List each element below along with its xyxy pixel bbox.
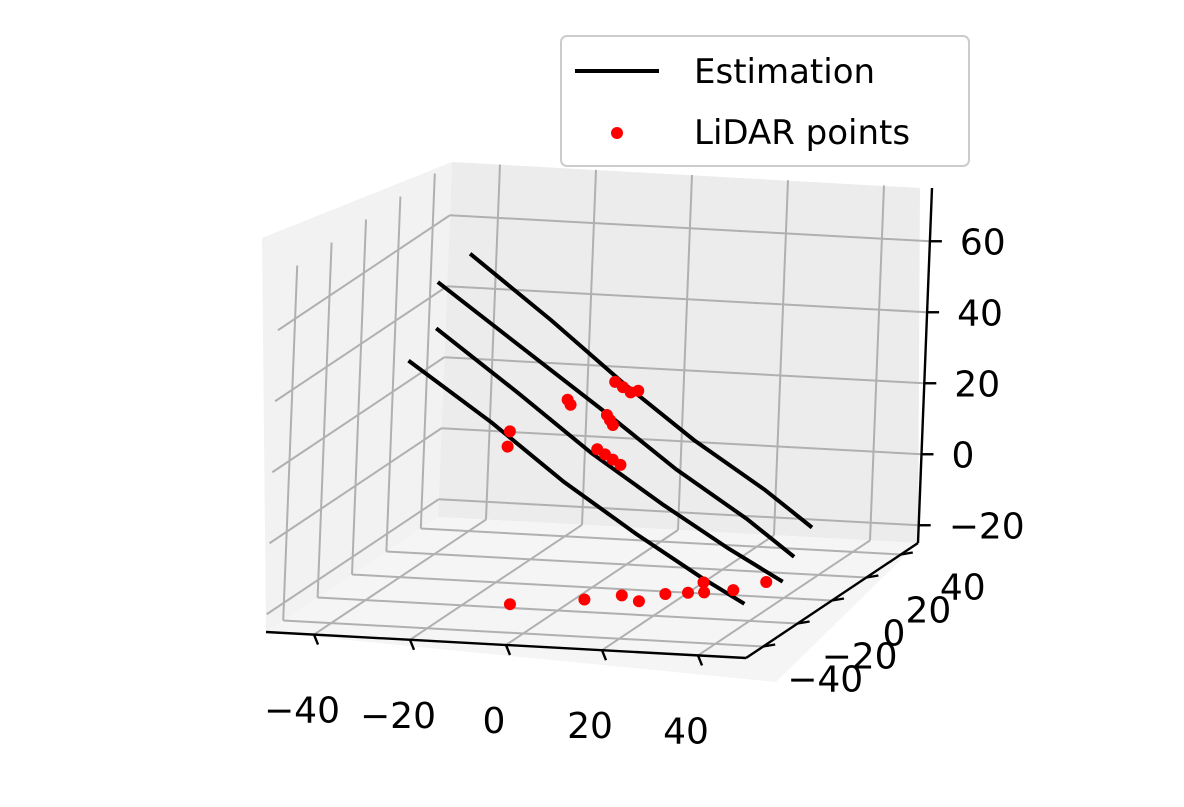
lidar-point	[501, 440, 514, 453]
lidar-point-floor	[682, 586, 694, 599]
lidar-point-floor	[659, 587, 672, 600]
x-tick-label: −20	[360, 696, 436, 737]
lidar-points	[501, 375, 773, 611]
lidar-point	[614, 458, 627, 471]
pane-left	[262, 162, 452, 632]
gridline-z-back	[449, 214, 930, 243]
lidar-point	[606, 418, 619, 431]
gridlines	[266, 164, 930, 657]
lidar-point-floor	[760, 576, 773, 589]
lidar-point	[503, 425, 516, 438]
x-tick	[696, 654, 704, 666]
z-tick-label: −20	[949, 506, 1025, 547]
gridline-y-left	[351, 219, 367, 575]
lidar-point	[632, 384, 645, 397]
estimation-line	[436, 280, 796, 559]
gridline-y-floor	[283, 619, 764, 648]
gridline-y-left	[316, 242, 333, 598]
legend-label-estimation: Estimation	[694, 52, 875, 92]
gridline-y-left	[419, 173, 436, 529]
x-tick-label: 40	[663, 711, 709, 752]
x-tick	[504, 644, 512, 656]
y-tick-label: −40	[787, 660, 863, 701]
legend: Estimation LiDAR points	[560, 35, 970, 167]
y-tick	[763, 643, 776, 648]
legend-frame	[560, 35, 970, 167]
gridline-y-floor	[351, 573, 833, 602]
y-tick-label: 40	[940, 568, 986, 609]
x-tick-label: −40	[264, 691, 340, 732]
gridline-z-back	[447, 285, 928, 314]
z-tick-label: 20	[954, 364, 1000, 405]
x-tick-label: 0	[483, 701, 506, 742]
z-tick-label: 40	[957, 293, 1003, 334]
gridline-y-left	[385, 196, 402, 552]
lidar-point-floor	[727, 584, 740, 597]
z-axis-line	[916, 187, 934, 544]
y-tick	[900, 551, 913, 556]
axis-ticks	[312, 240, 942, 666]
lidar-point-floor	[615, 589, 628, 602]
gridline-y-left	[282, 265, 299, 621]
gridline-x-back	[485, 164, 501, 520]
gridline-y-floor	[420, 527, 901, 556]
lidar-point-floor	[632, 595, 645, 608]
y-tick	[797, 620, 810, 625]
y-tick-label: 20	[905, 591, 951, 632]
gridline-z-left	[268, 427, 443, 545]
gridline-x-back	[869, 185, 885, 541]
x-tick-label: 20	[567, 706, 613, 747]
gridline-x-back	[581, 169, 597, 525]
y-tick-label: 0	[883, 614, 906, 655]
estimation-line	[468, 252, 814, 530]
y-tick-label: −20	[822, 637, 898, 678]
gridline-z-left	[274, 285, 448, 403]
y-tick	[866, 574, 879, 579]
x-tick	[408, 639, 416, 651]
gridline-x-back	[773, 180, 789, 536]
x-tick	[312, 634, 320, 646]
lidar-point-floor	[578, 593, 591, 606]
gridline-z-back	[441, 427, 922, 456]
estimation-line	[434, 326, 784, 584]
gridline-z-left	[266, 498, 440, 616]
lidar-point-floor	[503, 598, 516, 611]
lidar-point-floor	[697, 576, 710, 589]
legend-marker-swatch	[611, 127, 623, 139]
gridline-z-left	[271, 356, 445, 474]
gridline-y-floor	[317, 596, 798, 625]
gridline-y-floor	[386, 550, 867, 579]
z-tick-label: 0	[952, 435, 975, 476]
lidar-point-floor	[698, 586, 711, 599]
x-tick	[600, 649, 608, 661]
z-tick-label: 60	[960, 222, 1006, 263]
gridline-z-back	[438, 498, 919, 527]
lidar-point	[564, 398, 577, 411]
y-tick	[831, 597, 845, 602]
gridline-z-back	[444, 356, 925, 385]
legend-label-lidar: LiDAR points	[694, 113, 910, 153]
gridline-z-left	[277, 214, 451, 332]
